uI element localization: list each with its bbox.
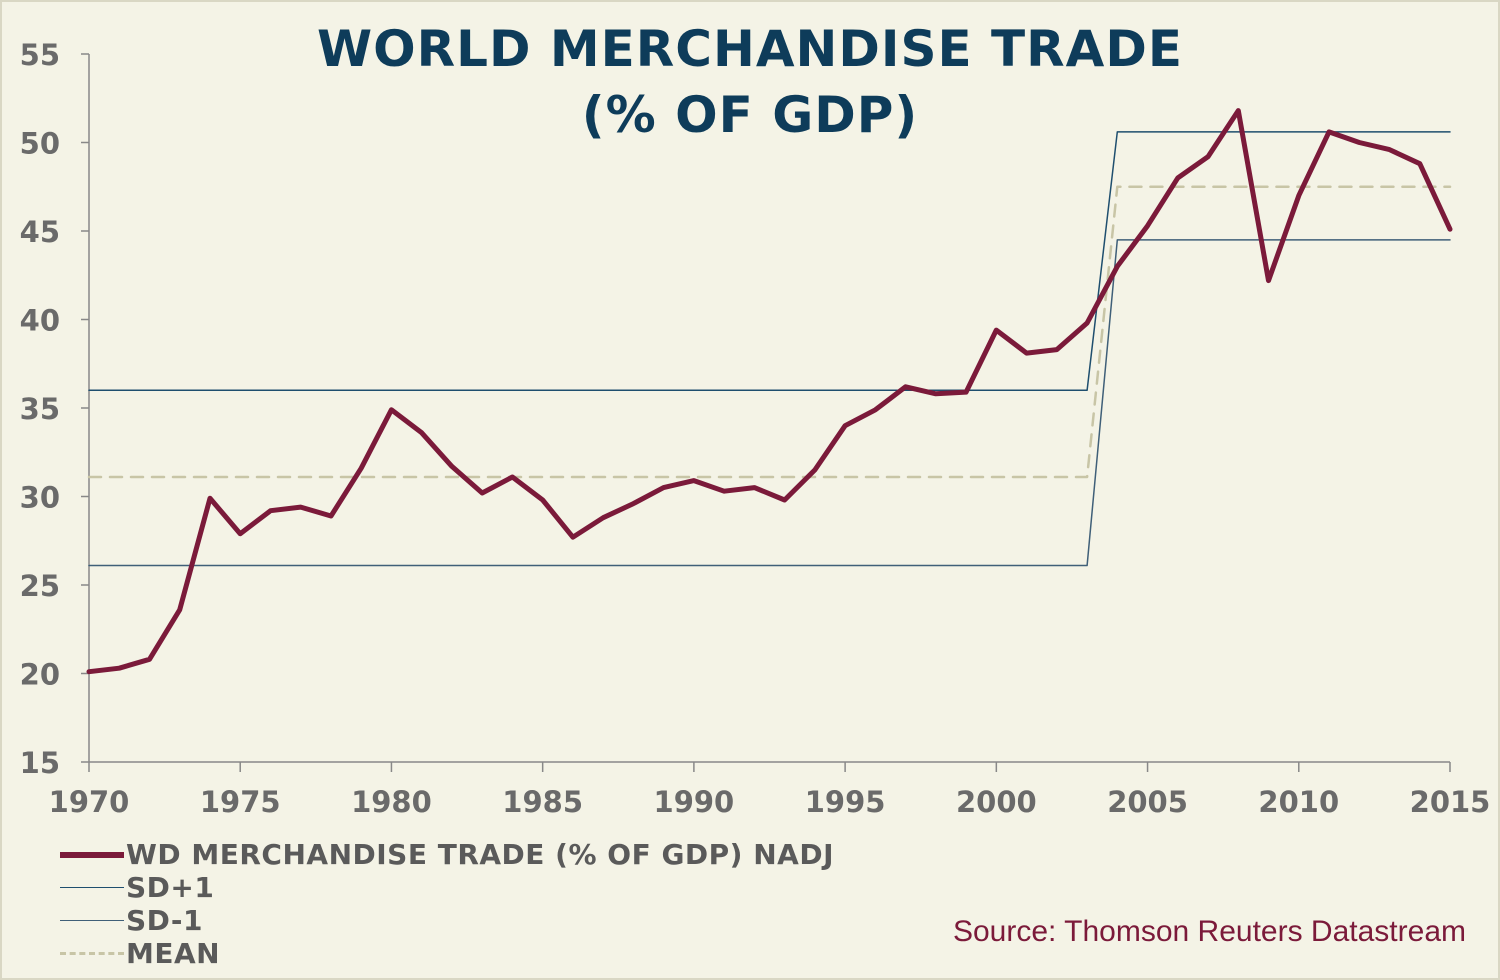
y-tick-label: 45 [20, 215, 60, 249]
x-tick-label: 1995 [805, 785, 886, 819]
source-note: Source: Thomson Reuters Datastream [952, 915, 1466, 948]
y-tick-label: 20 [20, 658, 60, 692]
legend-swatch-mean [60, 952, 124, 955]
series-sd-minus-line [88, 239, 1451, 567]
chart-legend: WD MERCHANDISE TRADE (% OF GDP) NADJ SD+… [60, 838, 834, 970]
series-main-line [86, 108, 1453, 675]
legend-item-main: WD MERCHANDISE TRADE (% OF GDP) NADJ [60, 838, 834, 871]
x-tick-label: 1975 [200, 785, 281, 819]
legend-swatch-sd-plus [60, 887, 124, 888]
x-tick-label: 1970 [49, 785, 130, 819]
series-sd-plus-line [88, 131, 1451, 392]
x-tick-label: 1980 [351, 785, 432, 819]
y-tick-label: 40 [20, 304, 60, 338]
y-tick-label: 35 [20, 392, 60, 426]
legend-item-sd-plus: SD+1 [60, 871, 834, 904]
legend-label-mean: MEAN [126, 937, 221, 970]
y-tick-label: 25 [20, 569, 60, 603]
x-tick-label: 1985 [502, 785, 583, 819]
series-mean-line [87, 185, 1452, 479]
legend-label-sd-minus: SD-1 [126, 904, 204, 937]
legend-swatch-sd-minus [60, 920, 124, 921]
chart-title-line2: (% OF GDP) [581, 86, 919, 144]
y-tick-label: 30 [20, 481, 60, 515]
x-tick-label: 2015 [1410, 785, 1491, 819]
x-tick-label: 2010 [1258, 785, 1339, 819]
legend-item-mean: MEAN [60, 937, 834, 970]
legend-swatch-main [60, 851, 124, 858]
legend-item-sd-minus: SD-1 [60, 904, 834, 937]
legend-label-sd-plus: SD+1 [126, 871, 215, 904]
chart-title-line1: WORLD MERCHANDISE TRADE [316, 20, 1184, 78]
y-tick-label: 15 [20, 746, 60, 780]
x-tick-label: 2005 [1107, 785, 1188, 819]
y-tick-label: 50 [20, 127, 60, 161]
legend-label-main: WD MERCHANDISE TRADE (% OF GDP) NADJ [126, 838, 834, 871]
y-tick-label: 55 [20, 38, 60, 72]
x-tick-label: 1990 [654, 785, 735, 819]
x-tick-label: 2000 [956, 785, 1037, 819]
